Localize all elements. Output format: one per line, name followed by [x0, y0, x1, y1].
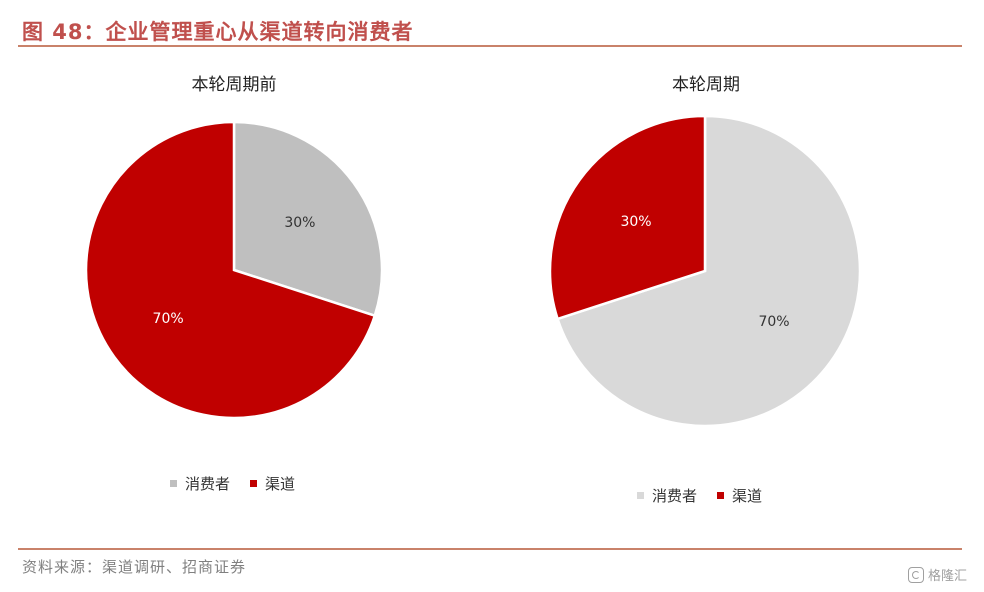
figure-title: 图 48：企业管理重心从渠道转向消费者 — [22, 20, 414, 44]
legend-label-channel: 渠道 — [732, 487, 763, 505]
bottom-divider — [18, 548, 962, 550]
top-divider — [18, 45, 962, 47]
source-note: 资料来源：渠道调研、招商证券 — [22, 558, 247, 576]
legend-label-consumer: 消费者 — [185, 475, 231, 493]
data-label-channel: 70% — [153, 311, 184, 327]
legend-label-consumer: 消费者 — [652, 487, 698, 505]
legend-item-consumer: 消费者 — [170, 473, 230, 494]
pie-slice-channel — [84, 120, 377, 420]
data-label-consumer: 30% — [284, 215, 315, 231]
legend-item-channel: 渠道 — [717, 485, 762, 506]
pie-slice-consumer — [556, 114, 862, 428]
watermark-text: 格隆汇 — [928, 569, 968, 584]
legend-item-consumer: 消费者 — [637, 485, 697, 506]
legend-swatch-channel — [250, 480, 258, 487]
chart-title-before: 本轮周期前 — [191, 75, 277, 95]
data-label-consumer: 70% — [758, 314, 789, 330]
legend-swatch-consumer — [637, 492, 644, 499]
pie-slice-channel — [548, 114, 707, 321]
watermark: 格隆汇 — [908, 565, 967, 584]
legend-current: 消费者 渠道 — [637, 485, 762, 506]
legend-before: 消费者 渠道 — [170, 473, 295, 494]
legend-swatch-channel — [717, 492, 725, 499]
pie-slice-consumer — [232, 120, 384, 318]
data-label-channel: 30% — [620, 214, 651, 230]
legend-item-channel: 渠道 — [250, 473, 295, 494]
legend-swatch-consumer — [170, 480, 177, 487]
chart-title-current: 本轮周期 — [672, 75, 740, 95]
watermark-logo-icon — [908, 566, 924, 583]
legend-label-channel: 渠道 — [265, 475, 296, 493]
